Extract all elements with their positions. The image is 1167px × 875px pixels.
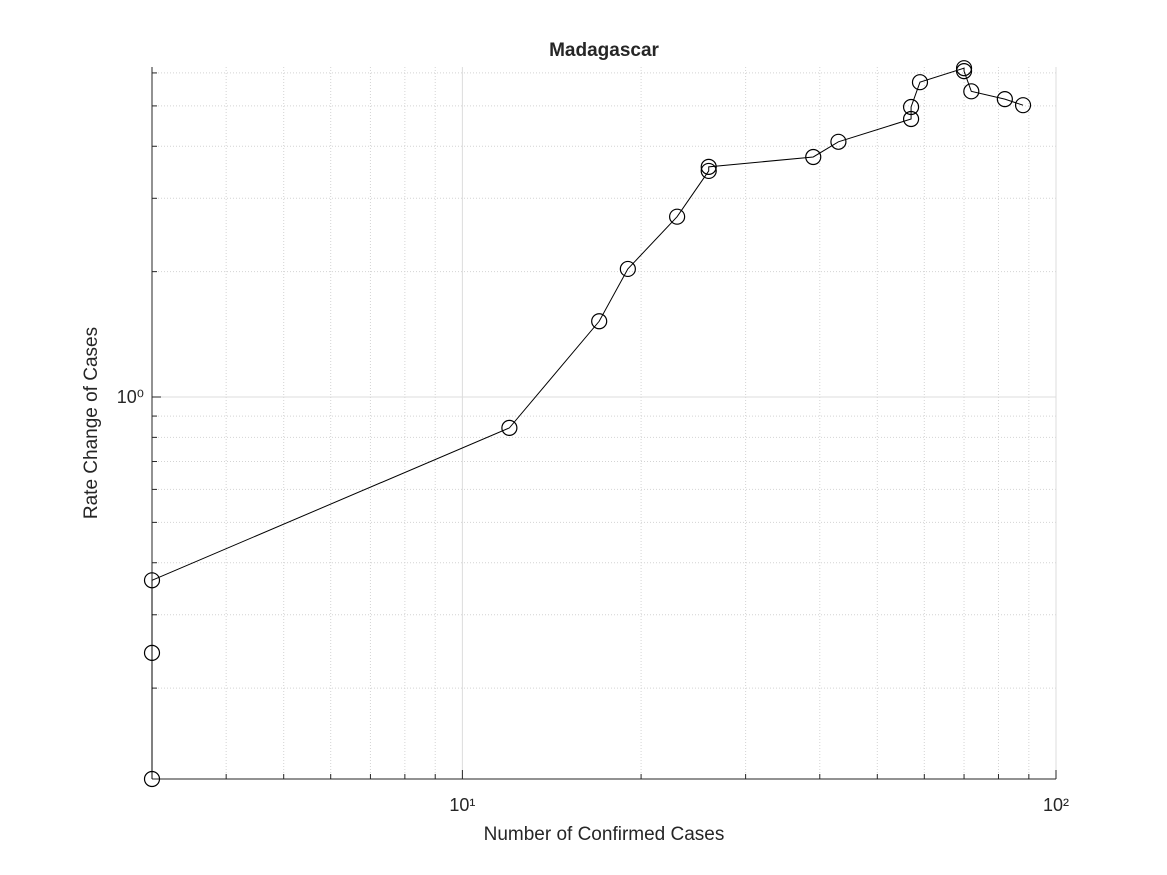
marker xyxy=(902,110,920,128)
marker xyxy=(501,419,518,436)
marker xyxy=(996,91,1013,108)
marker xyxy=(619,260,636,278)
marker xyxy=(700,158,717,175)
marker xyxy=(963,83,980,100)
marker xyxy=(669,208,686,225)
marker xyxy=(700,162,717,180)
marker xyxy=(143,572,161,589)
chart-title: Madagascar xyxy=(549,40,659,61)
marker xyxy=(1014,97,1032,114)
y-axis-label: Rate Change of Cases xyxy=(81,327,102,519)
x-tick-label: 10¹ xyxy=(449,795,475,815)
marker xyxy=(911,74,929,91)
y-tick-label: 10⁰ xyxy=(117,387,144,407)
line xyxy=(151,67,1024,779)
marker xyxy=(955,63,973,80)
marker xyxy=(830,133,847,150)
marker xyxy=(805,148,822,166)
marker xyxy=(591,313,608,330)
marker xyxy=(902,98,920,116)
marker xyxy=(143,770,161,788)
x-tick-label: 10² xyxy=(1043,795,1069,815)
x-axis-label: Number of Confirmed Cases xyxy=(484,824,725,845)
marker xyxy=(143,644,161,661)
